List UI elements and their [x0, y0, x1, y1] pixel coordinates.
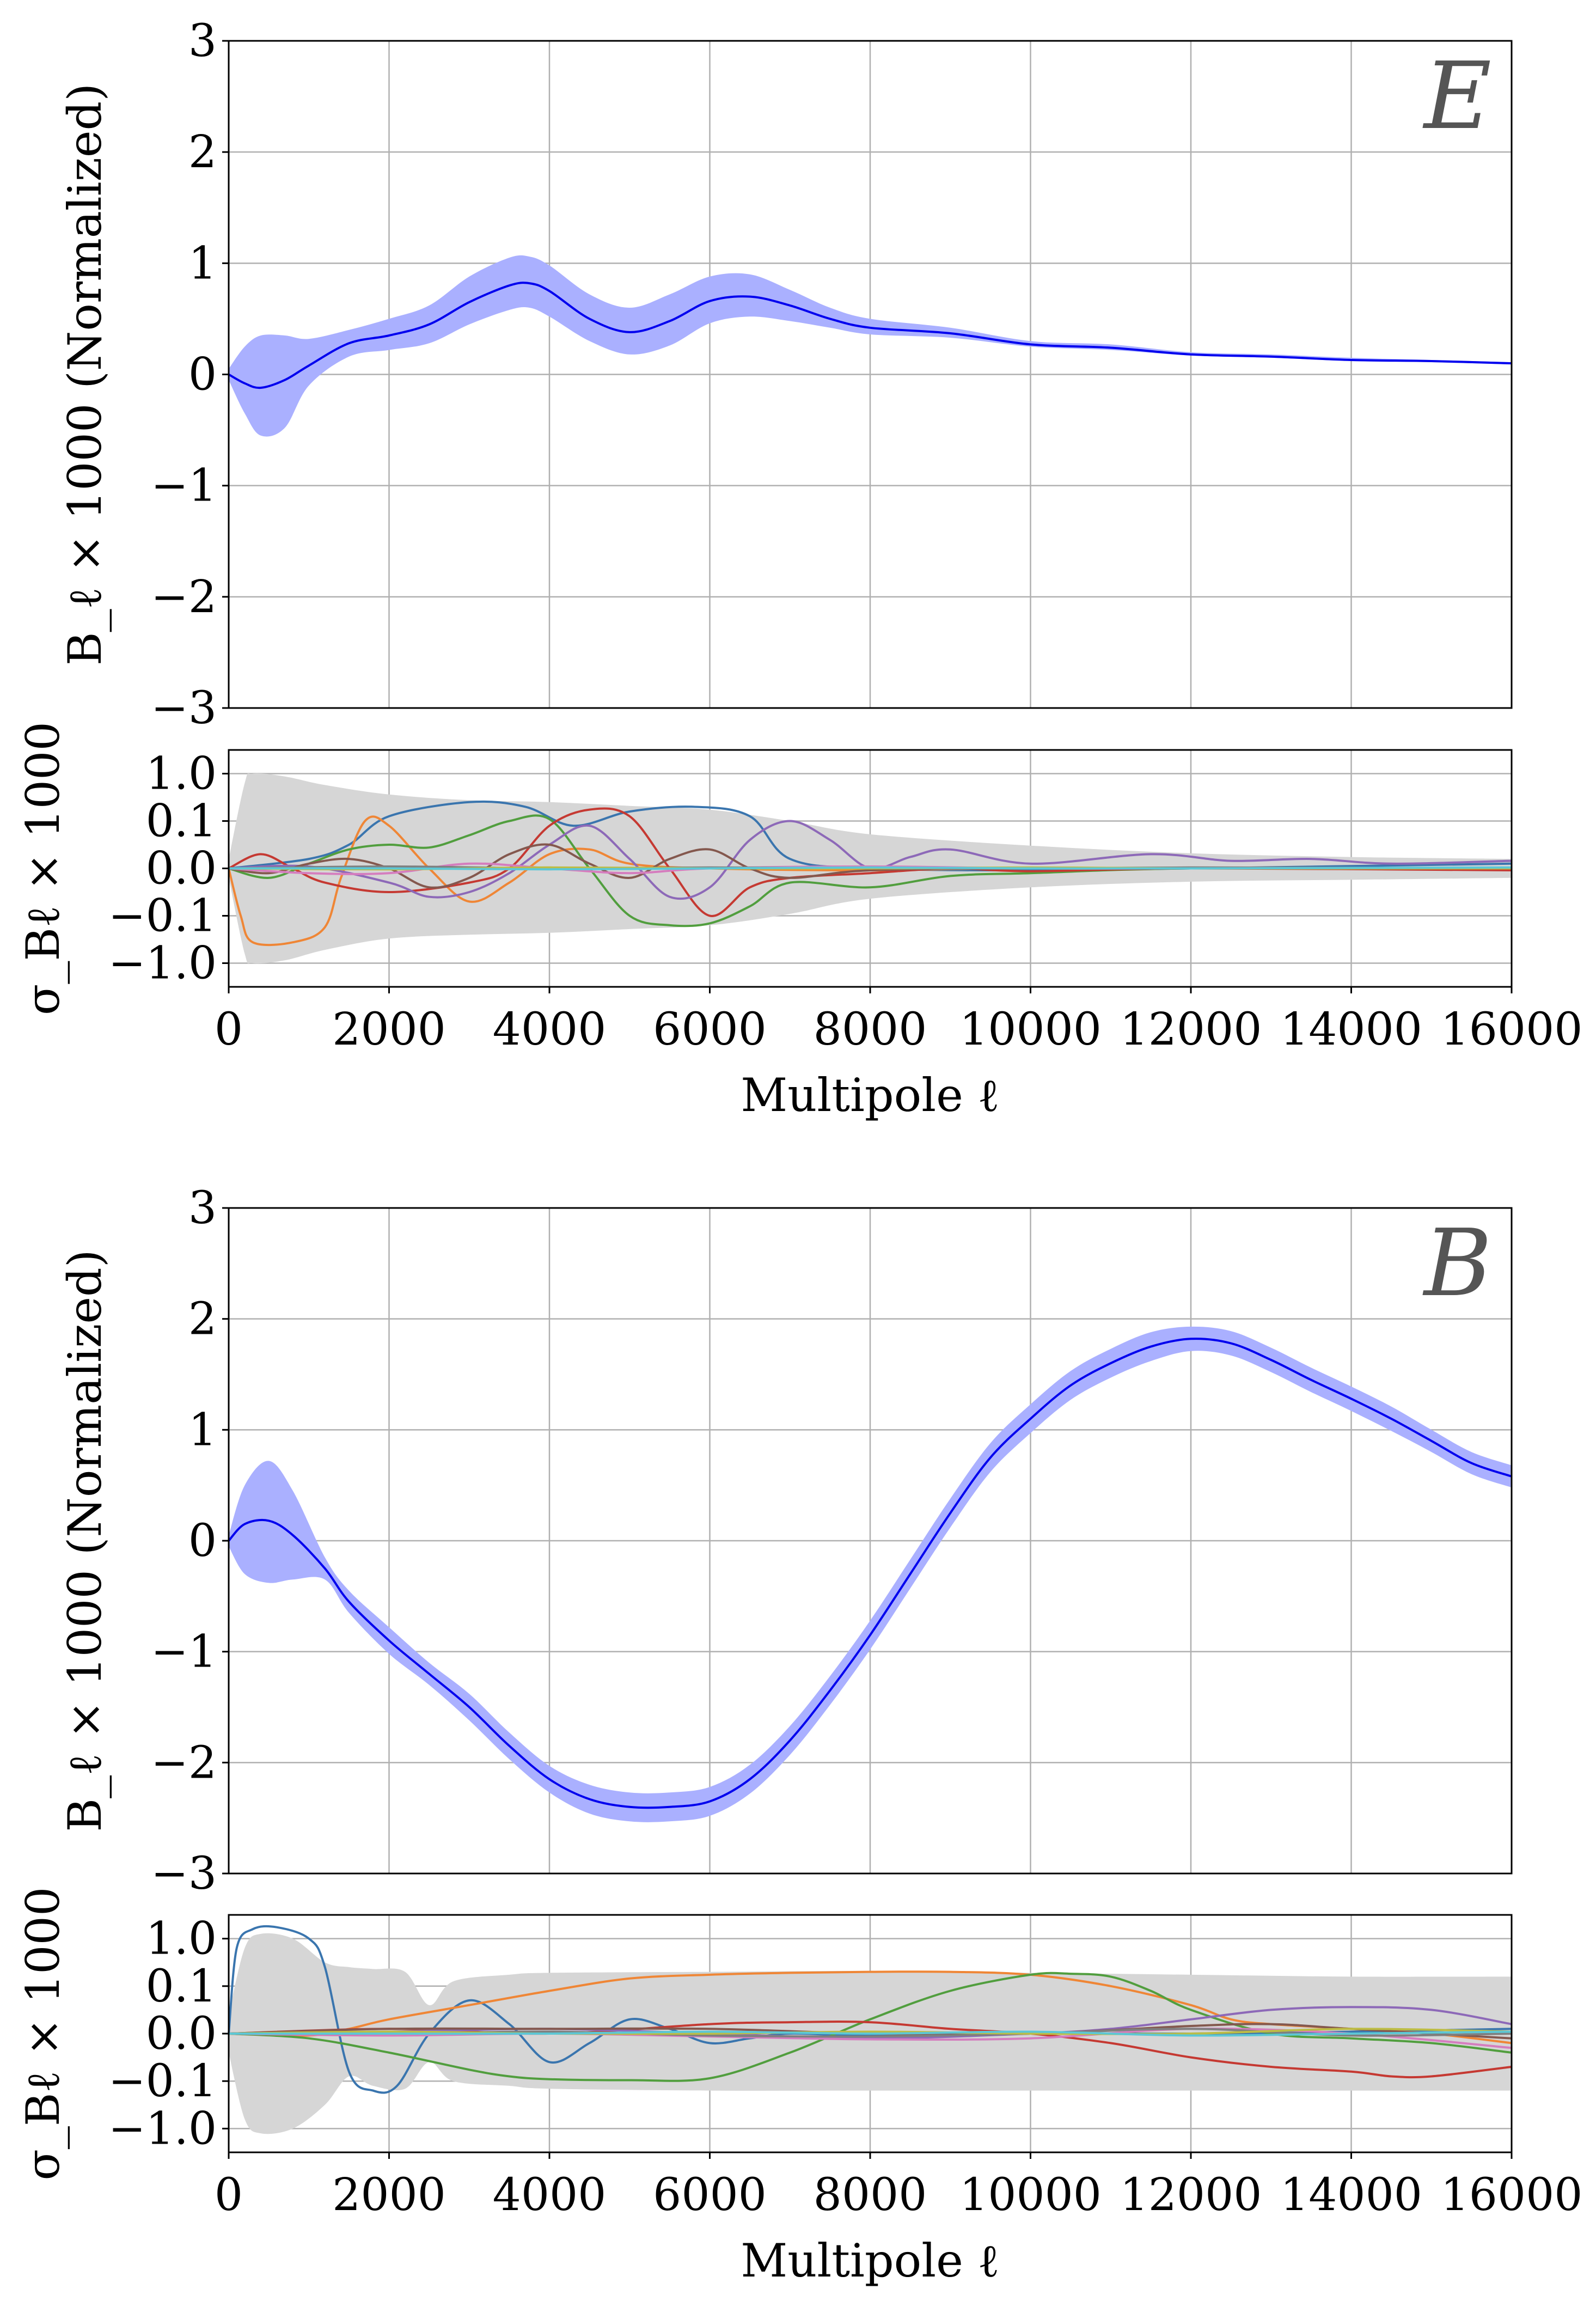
y-tick-label: 0	[188, 349, 217, 401]
chart-B: −3 −2 −1 0 1 2 3 B B_ℓ × 1000 (Normalized) 1.00.1…	[16, 1182, 1582, 2287]
mean-line	[228, 1338, 1512, 1809]
x-tick-label: 0	[215, 2169, 243, 2221]
resid-y-tick-label: 1.0	[146, 1913, 217, 1965]
resid-y-tick-label: 0.0	[146, 2008, 217, 2060]
y-tick-label: −1	[151, 460, 217, 512]
x-tick-label: 2000	[332, 2169, 446, 2221]
main-panel: −3 −2 −1 0 1 2 3 B B_ℓ × 1000 (Normalized)	[58, 1182, 1513, 1900]
main-panel: −3 −2 −1 0 1 2 3 E B_ℓ × 1000 (Normalized)	[58, 15, 1513, 734]
resid-y-tick-label: 0.1	[146, 796, 217, 847]
residual-y-axis-label: σ_Bℓ × 1000	[16, 1887, 70, 2181]
panel-letter: E	[1422, 42, 1491, 150]
residual-series-C8	[228, 2028, 1512, 2035]
resid-y-tick-label: 0.0	[146, 843, 217, 895]
x-tick-label: 16000	[1441, 2169, 1583, 2221]
resid-y-tick-label: 1.0	[146, 748, 217, 800]
y-tick-label: 2	[188, 1293, 217, 1345]
uncertainty-band	[229, 255, 1512, 437]
resid-y-tick-label: −1.0	[108, 2103, 217, 2155]
y-tick-label: −3	[151, 1848, 217, 1900]
residual-panel: 1.00.10.0−0.1−1.0 σ_Bℓ × 1000	[16, 1887, 1513, 2181]
residual-series-C4	[228, 820, 1512, 900]
x-tick-label: 4000	[493, 1004, 607, 1055]
x-tick-label: 6000	[653, 2169, 767, 2221]
y-tick-label: −1	[151, 1626, 217, 1678]
y-tick-label: 1	[188, 1404, 217, 1456]
x-tick-label: 8000	[814, 1004, 927, 1055]
x-tick-label: 8000	[814, 2169, 927, 2221]
x-tick-label: 14000	[1280, 2169, 1422, 2221]
residual-panel: 1.00.10.0−0.1−1.0 σ_Bℓ × 1000	[16, 722, 1513, 1015]
x-tick-label: 2000	[332, 1004, 446, 1055]
residual-y-axis-label: σ_Bℓ × 1000	[16, 722, 70, 1015]
x-tick-label: 0	[215, 1004, 243, 1055]
x-tick-label: 14000	[1280, 1004, 1422, 1055]
chart-E: −3 −2 −1 0 1 2 3 E B_ℓ × 1000 (Normalized) 1.00.1…	[16, 15, 1582, 1122]
y-tick-label: −3	[151, 682, 217, 734]
resid-y-tick-label: 0.1	[146, 1961, 217, 2012]
y-tick-label: −2	[151, 571, 217, 623]
x-axis-label: Multipole ℓ	[741, 1069, 999, 1122]
x-tick-label: 12000	[1120, 2169, 1262, 2221]
panel-letter: B	[1422, 1210, 1492, 1317]
main-y-axis-label: B_ℓ × 1000 (Normalized)	[58, 1249, 112, 1832]
x-axis-label: Multipole ℓ	[741, 2234, 999, 2287]
y-tick-label: 0	[188, 1515, 217, 1567]
y-tick-label: 2	[188, 126, 217, 178]
resid-y-tick-label: −0.1	[108, 2055, 217, 2107]
main-y-axis-label: B_ℓ × 1000 (Normalized)	[58, 83, 112, 666]
y-tick-label: 3	[188, 15, 217, 67]
mean-line	[228, 282, 1512, 389]
y-tick-label: 1	[188, 237, 217, 289]
residual-series-C9	[228, 866, 1512, 871]
x-tick-label: 16000	[1441, 1004, 1583, 1055]
residual-series-C3	[228, 807, 1512, 917]
x-tick-label: 10000	[959, 2169, 1102, 2221]
x-tick-label: 12000	[1120, 1004, 1262, 1055]
x-tick-label: 10000	[959, 1004, 1102, 1055]
resid-y-tick-label: −1.0	[108, 938, 217, 990]
y-tick-label: 3	[188, 1182, 217, 1234]
y-tick-label: −2	[151, 1737, 217, 1789]
main-frame	[228, 40, 1513, 709]
residual-series-C9	[229, 2030, 1512, 2037]
x-tick-label: 4000	[493, 2169, 607, 2221]
residual-series-C2	[228, 814, 1512, 927]
main-frame	[228, 1207, 1513, 1875]
resid-y-tick-label: −0.1	[108, 890, 217, 942]
x-tick-label: 6000	[653, 1004, 767, 1055]
